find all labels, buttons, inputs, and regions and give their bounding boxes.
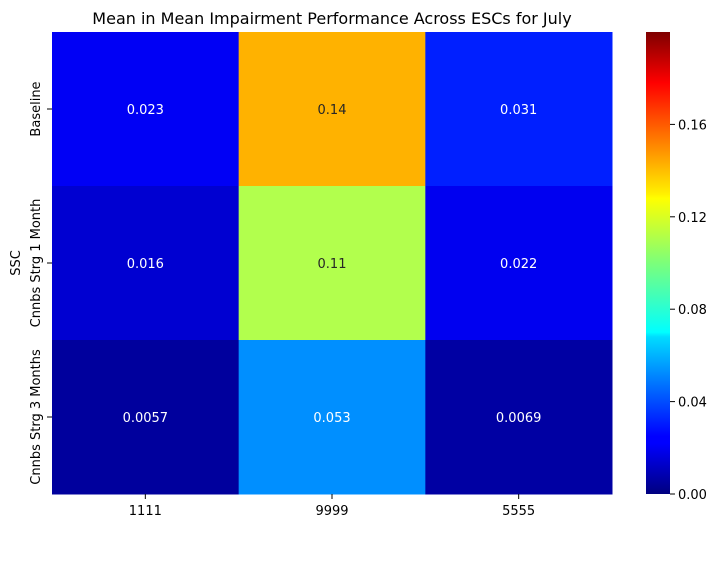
colorbar-tick-label: 0.16 <box>678 118 707 133</box>
cell-annotation: 0.11 <box>318 257 347 272</box>
x-axis: 1111 9999 5555 <box>129 494 535 519</box>
x-tick-label: 9999 <box>315 504 348 519</box>
y-tick-label: Baseline <box>29 81 44 136</box>
heatmap-cell <box>238 340 426 495</box>
heatmap-cell <box>238 186 426 341</box>
heatmap-cell <box>425 186 613 341</box>
x-tick-label: 1111 <box>129 504 162 519</box>
heatmap-cell <box>425 340 613 495</box>
colorbar-tick-label: 0.08 <box>678 303 707 318</box>
cell-annotation: 0.053 <box>313 411 350 426</box>
y-tick-label: Cnnbs Strg 1 Month <box>29 199 44 328</box>
colorbar-tick-label: 0.00 <box>678 488 707 503</box>
y-axis-label: SSC <box>9 250 24 276</box>
cell-annotation: 0.023 <box>127 103 164 118</box>
cell-annotation: 0.022 <box>500 257 537 272</box>
heatmap-cell <box>425 32 613 187</box>
heatmap-cell <box>238 32 426 187</box>
heatmap-cells: 0.023 0.14 0.031 0.016 0.11 0.022 0.0057 0.053 0… <box>52 32 613 495</box>
heatmap-cell <box>52 340 240 495</box>
cell-annotation: 0.016 <box>127 257 164 272</box>
colorbar-tick-label: 0.12 <box>678 211 707 226</box>
heatmap-cell <box>52 186 240 341</box>
chart-title: Mean in Mean Impairment Performance Acro… <box>92 9 571 28</box>
y-axis: Baseline Cnnbs Strg 1 Month Cnnbs Strg 3 M… <box>29 81 52 485</box>
cell-annotation: 0.14 <box>318 103 347 118</box>
colorbar <box>646 32 670 494</box>
colorbar-ticks: 0.00 0.04 0.08 0.12 0.16 <box>670 118 707 503</box>
y-tick-label: Cnnbs Strg 3 Months <box>29 349 44 485</box>
heatmap-cell <box>52 32 240 187</box>
colorbar-tick-label: 0.04 <box>678 396 707 411</box>
cell-annotation: 0.0057 <box>123 411 169 426</box>
cell-annotation: 0.031 <box>500 103 537 118</box>
cell-annotation: 0.0069 <box>496 411 542 426</box>
x-tick-label: 5555 <box>502 504 535 519</box>
